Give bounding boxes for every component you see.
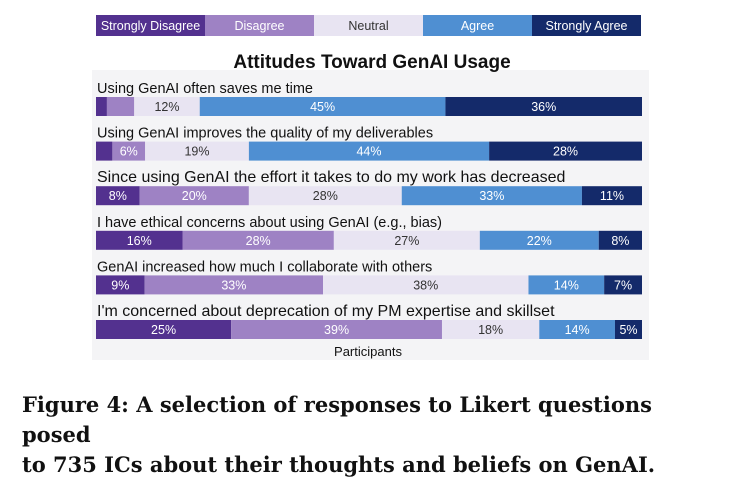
likert-chart: Strongly Disagree Disagree Neutral Agree Str… xyxy=(92,15,649,360)
data-label: 11% xyxy=(600,189,624,203)
bar-segment-strongly-agree xyxy=(581,186,642,206)
bar-segment-agree xyxy=(199,97,446,116)
data-label: 25% xyxy=(151,323,176,337)
data-label: 19% xyxy=(184,145,209,159)
legend: Strongly Disagree Disagree Neutral Agree Str… xyxy=(96,15,641,36)
data-label: 33% xyxy=(479,189,504,203)
category-label: GenAI increased how much I collaborate w… xyxy=(97,259,432,275)
legend-swatch-strongly-agree xyxy=(532,15,641,36)
data-label: 36% xyxy=(531,100,556,114)
data-label: 9% xyxy=(111,278,129,292)
bar-segment-disagree xyxy=(139,186,249,206)
figure-caption: Figure 4: A selection of responses to Li… xyxy=(22,390,722,480)
data-label: 33% xyxy=(221,278,246,292)
bar-segment-agree xyxy=(528,275,605,295)
category-label: Using GenAI often saves me time xyxy=(97,81,313,97)
row-1: Using GenAI often saves me time 12% 45% 36% xyxy=(96,81,642,116)
bar-segment-agree xyxy=(248,141,490,161)
bar-segment-neutral xyxy=(333,230,480,250)
chart-background xyxy=(92,70,649,360)
legend-label-agree: Agree xyxy=(461,19,494,33)
bar-segment-strongly-disagree xyxy=(96,141,113,161)
legend-swatch-neutral xyxy=(314,15,423,36)
bar-segment-strongly-agree xyxy=(489,141,642,161)
data-label: 6% xyxy=(120,145,138,159)
data-label: 22% xyxy=(527,234,552,248)
data-label: 16% xyxy=(127,234,152,248)
bar-segment-strongly-disagree xyxy=(96,230,183,250)
bar-segment-strongly-agree xyxy=(604,275,642,295)
bar-segment-strongly-disagree xyxy=(96,186,140,206)
bar-segment-neutral xyxy=(134,97,200,116)
legend-label-strongly-disagree: Strongly Disagree xyxy=(101,19,200,33)
data-label: 7% xyxy=(614,278,632,292)
row-4: I have ethical concerns about using GenA… xyxy=(96,215,642,250)
data-label: 28% xyxy=(246,234,271,248)
caption-line-1: Figure 4: A selection of responses to Li… xyxy=(22,392,652,447)
bar-segment-agree xyxy=(539,320,615,339)
data-label: 8% xyxy=(109,189,127,203)
chart-title: Attitudes Toward GenAI Usage xyxy=(233,52,510,73)
row-6: I'm concerned about deprecation of my PM… xyxy=(96,303,642,339)
bar-segment-agree xyxy=(401,186,582,206)
bar-segment-disagree xyxy=(231,320,442,339)
bar-segment-strongly-disagree xyxy=(96,275,145,295)
data-label: 12% xyxy=(154,100,179,114)
bar-segment-neutral xyxy=(145,141,249,161)
legend-swatch-strongly-disagree xyxy=(96,15,205,36)
bar-rows: Using GenAI often saves me time 12% 45% 36%… xyxy=(96,81,642,339)
data-label: 20% xyxy=(182,189,207,203)
data-label: 28% xyxy=(553,145,578,159)
bar-segment-disagree xyxy=(112,141,146,161)
caption-line-2: to 735 ICs about their thoughts and beli… xyxy=(22,452,656,477)
legend-label-disagree: Disagree xyxy=(234,19,284,33)
bar-segment-strongly-disagree xyxy=(96,97,107,116)
bar-segment-disagree xyxy=(144,275,324,295)
data-label: 44% xyxy=(356,145,381,159)
data-label: 14% xyxy=(565,323,590,337)
row-3: Since using GenAI the effort it takes to… xyxy=(96,169,642,206)
bar-segment-strongly-disagree xyxy=(96,320,232,339)
data-label: 28% xyxy=(313,189,338,203)
category-label: I have ethical concerns about using GenA… xyxy=(97,215,442,231)
data-label: 27% xyxy=(394,234,419,248)
x-axis-label: Participants xyxy=(334,344,402,359)
legend-swatch-disagree xyxy=(205,15,314,36)
legend-swatch-agree xyxy=(423,15,532,36)
bar-segment-strongly-agree xyxy=(614,320,642,339)
bar-segment-neutral xyxy=(441,320,540,339)
category-label: Using GenAI improves the quality of my d… xyxy=(97,126,433,142)
data-label: 5% xyxy=(619,323,637,337)
bar-segment-strongly-agree xyxy=(445,97,642,116)
data-label: 8% xyxy=(611,234,629,248)
data-label: 18% xyxy=(478,323,503,337)
bar-segment-disagree xyxy=(182,230,334,250)
row-2: Using GenAI improves the quality of my d… xyxy=(96,126,642,161)
row-5: GenAI increased how much I collaborate w… xyxy=(96,259,642,295)
bar-segment-neutral xyxy=(248,186,402,206)
data-label: 38% xyxy=(413,278,438,292)
data-label: 14% xyxy=(554,278,579,292)
bar-segment-strongly-agree xyxy=(598,230,642,250)
data-label: 45% xyxy=(310,100,335,114)
bar-segment-agree xyxy=(479,230,599,250)
bar-segment-neutral xyxy=(323,275,529,295)
data-label: 39% xyxy=(324,323,349,337)
category-label: I'm concerned about deprecation of my PM… xyxy=(97,303,555,320)
bar-segment-disagree xyxy=(106,97,135,116)
category-label: Since using GenAI the effort it takes to… xyxy=(97,169,565,186)
legend-label-neutral: Neutral xyxy=(348,19,388,33)
legend-label-strongly-agree: Strongly Agree xyxy=(546,19,628,33)
